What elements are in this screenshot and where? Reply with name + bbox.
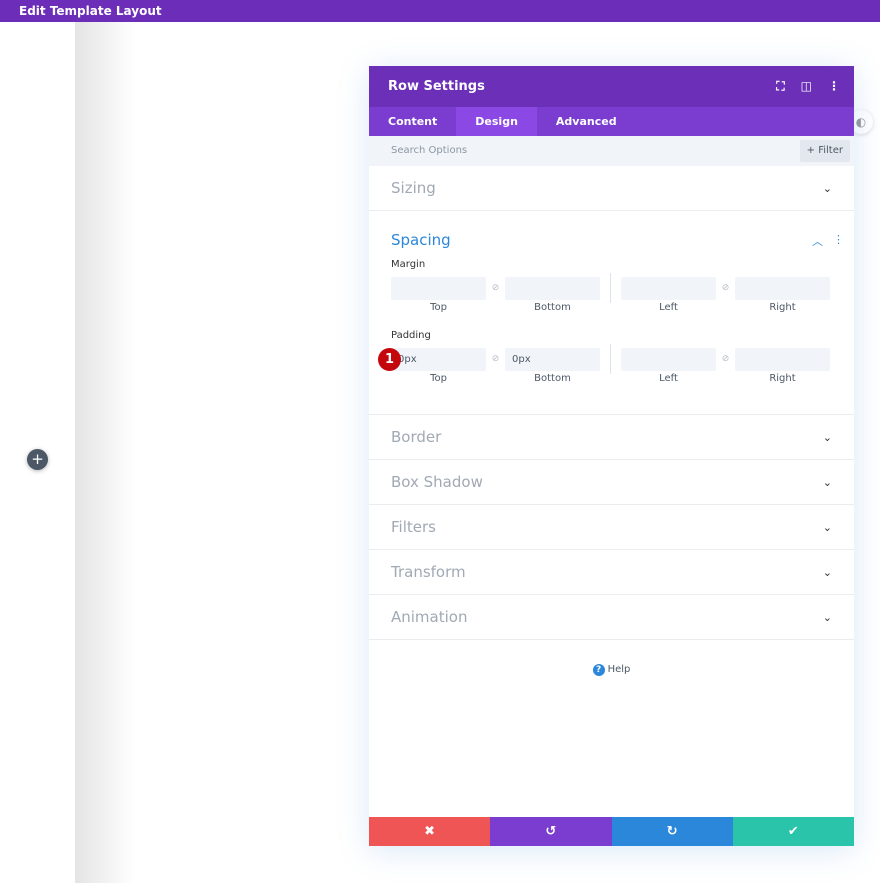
help-label: Help: [607, 664, 631, 675]
fullscreen-icon[interactable]: ⛶: [776, 79, 785, 93]
padding-bottom-input[interactable]: 0px: [505, 347, 600, 371]
top-bar-title: Edit Template Layout: [0, 0, 880, 22]
filter-button[interactable]: + Filter: [799, 140, 850, 162]
chevron-down-icon: ⌄: [822, 566, 832, 579]
chevron-up-icon[interactable]: ︿: [812, 235, 823, 248]
padding-left-input[interactable]: [621, 347, 716, 371]
section-sizing[interactable]: Sizing ⌄: [369, 166, 854, 211]
tab-advanced[interactable]: Advanced: [555, 115, 617, 128]
section-animation[interactable]: Animation ⌄: [369, 595, 854, 640]
margin-bottom-input[interactable]: [505, 276, 600, 300]
section-label: Transform: [391, 563, 466, 581]
help-link[interactable]: ? Help: [369, 664, 854, 676]
chevron-down-icon: ⌄: [822, 182, 832, 195]
margin-label: Margin: [391, 259, 426, 270]
chevron-down-icon: ⌄: [822, 476, 832, 489]
step-badge: 1: [378, 348, 401, 371]
canvas-shadow: [75, 22, 135, 883]
right-label: Right: [769, 302, 796, 313]
link-icon[interactable]: ⊘: [491, 283, 500, 293]
section-label: Box Shadow: [391, 473, 483, 491]
modal-footer: ✖ ↺ ↻ ✔: [369, 817, 854, 846]
tab-bar: Content Design Advanced: [369, 107, 854, 136]
bottom-label: Bottom: [534, 302, 571, 313]
redo-button[interactable]: ↻: [611, 817, 733, 846]
tab-content[interactable]: Content: [388, 115, 438, 128]
section-label: Animation: [391, 608, 468, 626]
section-filters[interactable]: Filters ⌄: [369, 505, 854, 550]
link-icon[interactable]: ⊘: [721, 283, 730, 293]
padding-top-input[interactable]: 0px: [391, 347, 486, 371]
section-label: Sizing: [391, 179, 436, 197]
add-section-button[interactable]: +: [27, 449, 48, 470]
tab-design[interactable]: Design: [456, 107, 537, 136]
top-label: Top: [430, 373, 447, 384]
margin-left-input[interactable]: [621, 276, 716, 300]
divider: [610, 273, 611, 303]
divider: [610, 344, 611, 374]
padding-right-input[interactable]: [735, 347, 830, 371]
section-border[interactable]: Border ⌄: [369, 415, 854, 460]
section-transform[interactable]: Transform ⌄: [369, 550, 854, 595]
link-icon[interactable]: ⊘: [721, 354, 730, 364]
padding-label: Padding: [391, 330, 431, 341]
top-label: Top: [430, 302, 447, 313]
margin-top-input[interactable]: [391, 276, 486, 300]
more-options-icon[interactable]: ⋮: [828, 79, 840, 93]
section-label: Border: [391, 428, 442, 446]
left-label: Left: [659, 373, 678, 384]
save-button[interactable]: ✔: [732, 817, 854, 846]
link-icon[interactable]: ⊘: [491, 354, 500, 364]
search-placeholder: Search Options: [391, 145, 468, 156]
section-label: Filters: [391, 518, 436, 536]
cancel-button[interactable]: ✖: [369, 817, 491, 846]
section-options-icon[interactable]: ⋮: [833, 233, 844, 246]
margin-right-input[interactable]: [735, 276, 830, 300]
section-label[interactable]: Spacing: [391, 231, 451, 249]
section-spacing: Spacing ︿ ⋮ Margin ⊘ ⊘ Top Bottom Left Right…: [369, 211, 854, 415]
chevron-down-icon: ⌄: [822, 521, 832, 534]
help-icon: ?: [592, 664, 605, 676]
row-settings-modal: Row Settings ⛶ ◫ ⋮ Content Design Advanc…: [369, 66, 854, 846]
modal-title: Row Settings: [388, 79, 485, 94]
chevron-down-icon: ⌄: [822, 431, 832, 444]
chevron-down-icon: ⌄: [822, 611, 832, 624]
bottom-label: Bottom: [534, 373, 571, 384]
left-label: Left: [659, 302, 678, 313]
modal-header: Row Settings ⛶ ◫ ⋮: [369, 66, 854, 107]
undo-button[interactable]: ↺: [490, 817, 612, 846]
search-options-input[interactable]: Search Options + Filter: [369, 136, 854, 166]
right-label: Right: [769, 373, 796, 384]
sidebar-layout-icon[interactable]: ◫: [800, 79, 812, 93]
section-box-shadow[interactable]: Box Shadow ⌄: [369, 460, 854, 505]
